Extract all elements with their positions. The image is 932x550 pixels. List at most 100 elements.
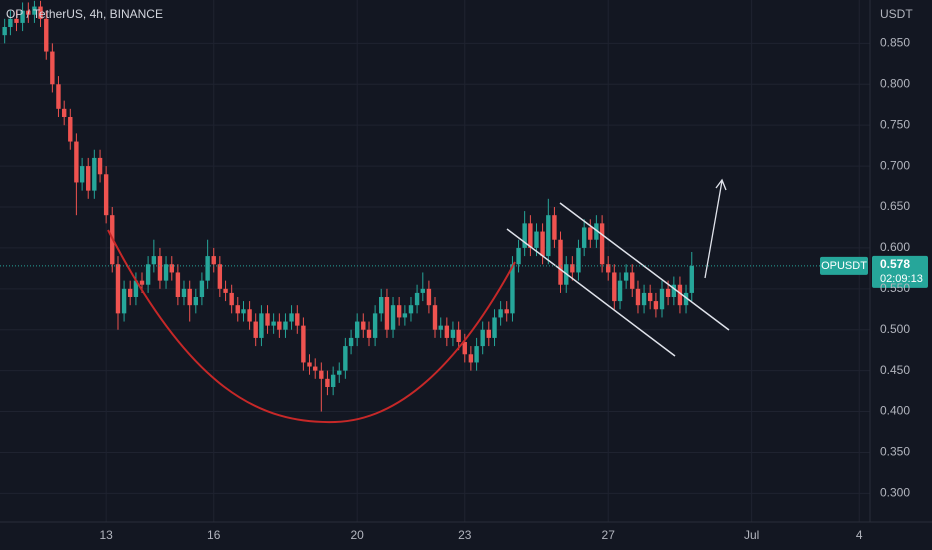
candle-body: [235, 305, 240, 314]
candle-body: [163, 264, 169, 281]
candle-body: [468, 354, 474, 363]
candle-body: [641, 292, 647, 306]
candle-body: [540, 231, 545, 257]
candle-body: [301, 325, 306, 363]
candle-body: [32, 6, 37, 15]
candle-body: [683, 292, 689, 306]
candle-body: [8, 18, 13, 27]
candle-body: [522, 223, 527, 248]
candle-body: [50, 51, 55, 85]
candle-body: [211, 256, 216, 265]
candle-body: [689, 265, 694, 293]
y-tick-label: 0.450: [880, 363, 910, 377]
candle-body: [623, 272, 629, 281]
symbol-tag: [820, 256, 868, 275]
x-tick-label: 23: [458, 528, 472, 542]
candle-body: [68, 117, 73, 142]
candle-body: [474, 346, 479, 363]
candle-body: [271, 321, 276, 326]
candle-body: [444, 325, 450, 338]
candle-body: [181, 288, 187, 297]
x-tick-label: 27: [602, 528, 616, 542]
candle-body: [558, 239, 563, 285]
candle-body: [247, 309, 252, 322]
cup-curve: [107, 229, 516, 424]
candle-body: [594, 223, 599, 240]
candle-body: [223, 288, 228, 293]
candle-body: [414, 292, 420, 306]
candle-body: [199, 280, 205, 297]
y-tick-label: 0.800: [880, 76, 910, 90]
candle-body: [372, 313, 378, 338]
price-tag: [872, 255, 928, 288]
candle-body: [330, 374, 336, 387]
candle-body: [283, 321, 288, 330]
channel-upper: [559, 202, 730, 331]
x-tick-label: 20: [351, 528, 365, 542]
candle-body: [581, 227, 587, 248]
candle-body: [175, 272, 181, 297]
candle-body: [354, 321, 360, 338]
arrow: [704, 178, 727, 279]
symbol-label: OPUSDT: [821, 260, 867, 272]
candle-body: [289, 313, 294, 322]
y-tick-label: 0.650: [880, 199, 910, 213]
candle-body: [145, 264, 151, 285]
candle-body: [534, 231, 539, 248]
overlay: OPUSDT 0.578 02:09:13: [0, 255, 928, 288]
candle-body: [169, 264, 174, 273]
candle-body: [121, 288, 127, 314]
y-tick-label: 0.550: [880, 281, 910, 295]
candle-body: [450, 329, 456, 338]
candle-body: [366, 329, 372, 338]
y-tick-label: 0.500: [880, 322, 910, 336]
x-tick-label: Jul: [744, 528, 759, 542]
candle-body: [241, 309, 246, 314]
y-tick-label: 0.350: [880, 445, 910, 459]
currency-label: USDT: [880, 7, 913, 21]
candle-body: [408, 305, 414, 314]
candle-body: [26, 10, 31, 15]
candle-body: [133, 280, 139, 297]
y-tick-label: 0.700: [880, 158, 910, 172]
x-tick-label: 4: [856, 528, 863, 542]
candle-body: [139, 280, 145, 285]
candle-body: [635, 288, 641, 306]
candle-body: [348, 337, 354, 347]
candle-body: [97, 157, 103, 175]
candle-body: [456, 329, 461, 342]
y-tick-label: 0.750: [880, 117, 910, 131]
y-tick-label: 0.400: [880, 404, 910, 418]
candle-body: [92, 157, 97, 191]
candle-body: [396, 305, 402, 318]
candle-body: [187, 288, 192, 306]
candle-body: [44, 18, 49, 52]
countdown-label: 02:09:13: [880, 273, 923, 285]
candle-body: [438, 325, 443, 330]
candle-body: [570, 264, 575, 273]
candle-body: [480, 329, 485, 347]
candle-body: [617, 280, 623, 302]
y-tick-label: 0.300: [880, 486, 910, 500]
candle-body: [576, 247, 581, 273]
y-tick-label: 0.600: [880, 240, 910, 254]
candle-body: [319, 370, 324, 379]
candle-body: [599, 223, 605, 265]
candle-body: [665, 288, 671, 297]
candle-body: [390, 305, 396, 330]
candle-body: [217, 264, 223, 289]
candle-body: [528, 223, 533, 248]
candle-body: [337, 370, 342, 375]
candle-body: [462, 342, 467, 355]
candle-body: [612, 272, 617, 302]
candle-body: [546, 215, 551, 257]
candle-body: [426, 288, 432, 306]
candle-body: [253, 321, 258, 338]
candle-body: [653, 301, 659, 310]
candle-body: [492, 317, 497, 338]
candle-body: [193, 297, 199, 306]
candle-body: [671, 284, 677, 297]
